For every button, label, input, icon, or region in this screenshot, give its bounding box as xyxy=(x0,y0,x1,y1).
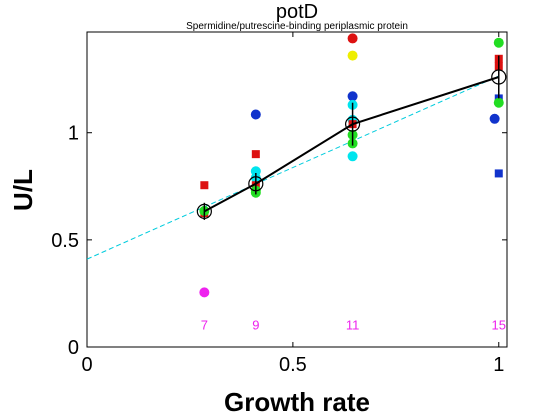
x-tick-label: 1 xyxy=(493,354,504,376)
x-axis-ticks: 0 0.5 1 xyxy=(81,32,504,376)
replicate-circle xyxy=(250,109,261,120)
replicate-circle xyxy=(493,37,504,48)
y-tick-label: 0 xyxy=(68,337,79,359)
x-tick-label: 0 xyxy=(81,354,92,376)
fit-line-group xyxy=(86,75,499,260)
replicate-circle xyxy=(347,33,358,44)
x-tick-label: 0.5 xyxy=(279,354,307,376)
replicate-circle xyxy=(493,97,504,108)
mean-marker xyxy=(248,176,264,192)
replicate-square xyxy=(251,150,260,159)
sample-count-label: 7 xyxy=(201,318,208,333)
replicate-circle xyxy=(347,151,358,162)
fit-line xyxy=(86,75,499,260)
replicate-square xyxy=(494,169,503,178)
mean-line xyxy=(203,76,500,213)
replicate-circle xyxy=(489,113,500,124)
y-axis-ticks: 00.51 xyxy=(51,123,507,359)
replicate-circle xyxy=(347,91,358,102)
mean-marker xyxy=(344,116,361,132)
replicate-circle xyxy=(347,50,358,61)
replicate-circle xyxy=(199,287,210,298)
sample-count-label: 11 xyxy=(346,318,360,333)
chart-subtitle: Spermidine/putrescine-binding periplasmi… xyxy=(186,21,408,32)
y-tick-label: 0.5 xyxy=(51,230,79,252)
sample-count-labels: 7 9 11 15 xyxy=(201,318,506,333)
y-axis-title: U/L xyxy=(8,169,38,211)
x-axis-title: Growth rate xyxy=(224,387,370,417)
mean-marker xyxy=(491,69,507,85)
sample-count-label: 15 xyxy=(492,318,506,333)
y-tick-label: 1 xyxy=(68,123,79,145)
mean-marker xyxy=(196,203,212,219)
replicate-square xyxy=(200,181,209,190)
chart-title: potD xyxy=(276,1,318,23)
plot-area xyxy=(86,31,508,348)
sample-count-label: 9 xyxy=(252,318,259,333)
mean-series xyxy=(196,55,507,220)
